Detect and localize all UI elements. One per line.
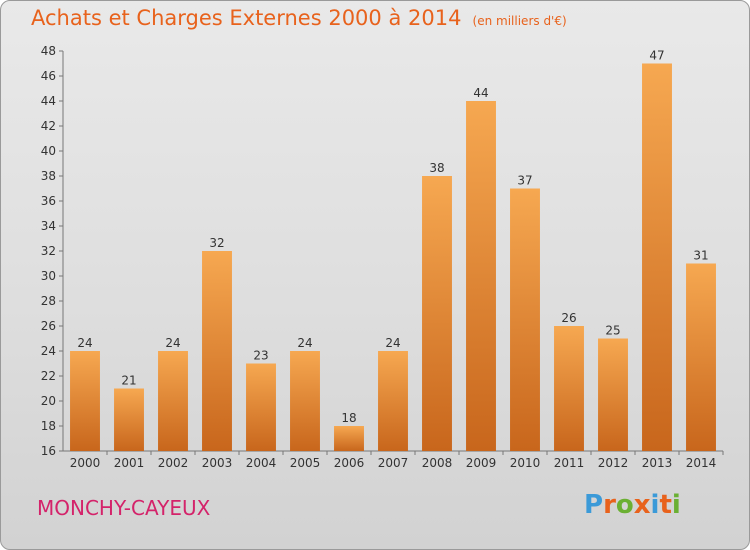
y-tick-label: 38	[41, 169, 56, 183]
bar-2011	[554, 326, 584, 451]
y-tick-label: 32	[41, 244, 56, 258]
data-label: 24	[77, 336, 92, 350]
y-tick-label: 46	[41, 69, 56, 83]
bar-2002	[158, 351, 188, 451]
y-tick-label: 26	[41, 319, 56, 333]
logo-letter: t	[659, 490, 672, 520]
y-tick-label: 20	[41, 394, 56, 408]
chart-unit: (en milliers d'€)	[472, 14, 567, 28]
data-label: 31	[693, 249, 708, 263]
data-label: 18	[341, 411, 356, 425]
y-tick-label: 18	[41, 419, 56, 433]
bar-2010	[510, 188, 540, 451]
y-tick-label: 24	[41, 344, 56, 358]
data-label: 24	[385, 336, 400, 350]
x-tick-label: 2013	[642, 456, 673, 470]
x-tick-label: 2005	[290, 456, 321, 470]
logo-letter: i	[671, 490, 681, 520]
data-label: 38	[429, 161, 444, 175]
data-label: 47	[649, 49, 664, 63]
y-tick-label: 16	[41, 444, 56, 458]
y-tick-label: 36	[41, 194, 56, 208]
y-tick-label: 40	[41, 144, 56, 158]
data-label: 44	[473, 86, 488, 100]
logo-letter: i	[650, 490, 660, 520]
x-tick-label: 2004	[246, 456, 277, 470]
y-tick-label: 22	[41, 369, 56, 383]
y-tick-label: 44	[41, 94, 56, 108]
x-tick-label: 2002	[158, 456, 189, 470]
data-label: 23	[253, 349, 268, 363]
x-tick-label: 2006	[334, 456, 365, 470]
y-tick-label: 28	[41, 294, 56, 308]
logo-letter: x	[633, 490, 651, 520]
x-tick-label: 2012	[598, 456, 629, 470]
bar-2008	[422, 176, 452, 451]
bar-2005	[290, 351, 320, 451]
bar-2014	[686, 263, 716, 451]
x-tick-label: 2010	[510, 456, 541, 470]
data-label: 24	[297, 336, 312, 350]
logo-letter: o	[615, 490, 634, 520]
logo-letter: r	[603, 490, 616, 520]
x-tick-label: 2014	[686, 456, 717, 470]
bar-2012	[598, 338, 628, 451]
x-tick-label: 2007	[378, 456, 409, 470]
town-name: MONCHY-CAYEUX	[37, 496, 211, 520]
x-tick-label: 2008	[422, 456, 453, 470]
bar-2013	[642, 63, 672, 451]
y-tick-label: 48	[41, 44, 56, 58]
y-tick-label: 34	[41, 219, 56, 233]
bar-2001	[114, 388, 144, 451]
bar-2006	[334, 426, 364, 451]
y-tick-label: 42	[41, 119, 56, 133]
data-label: 24	[165, 336, 180, 350]
bar-2000	[70, 351, 100, 451]
logo-letter: P	[584, 490, 604, 520]
bar-2009	[466, 101, 496, 451]
proxiti-logo: Proxiti	[584, 490, 681, 520]
x-tick-label: 2001	[114, 456, 145, 470]
x-tick-label: 2003	[202, 456, 233, 470]
chart-title: Achats et Charges Externes 2000 à 2014	[31, 6, 462, 30]
x-tick-label: 2011	[554, 456, 585, 470]
bar-2004	[246, 363, 276, 451]
x-tick-label: 2009	[466, 456, 497, 470]
y-tick-label: 30	[41, 269, 56, 283]
chart-title-row: Achats et Charges Externes 2000 à 2014 (…	[31, 6, 567, 30]
data-label: 25	[605, 324, 620, 338]
data-label: 21	[121, 374, 136, 388]
data-label: 26	[561, 311, 576, 325]
data-label: 32	[209, 236, 224, 250]
bar-2003	[202, 251, 232, 451]
data-label: 37	[517, 174, 532, 188]
bar-2007	[378, 351, 408, 451]
x-tick-label: 2000	[70, 456, 101, 470]
